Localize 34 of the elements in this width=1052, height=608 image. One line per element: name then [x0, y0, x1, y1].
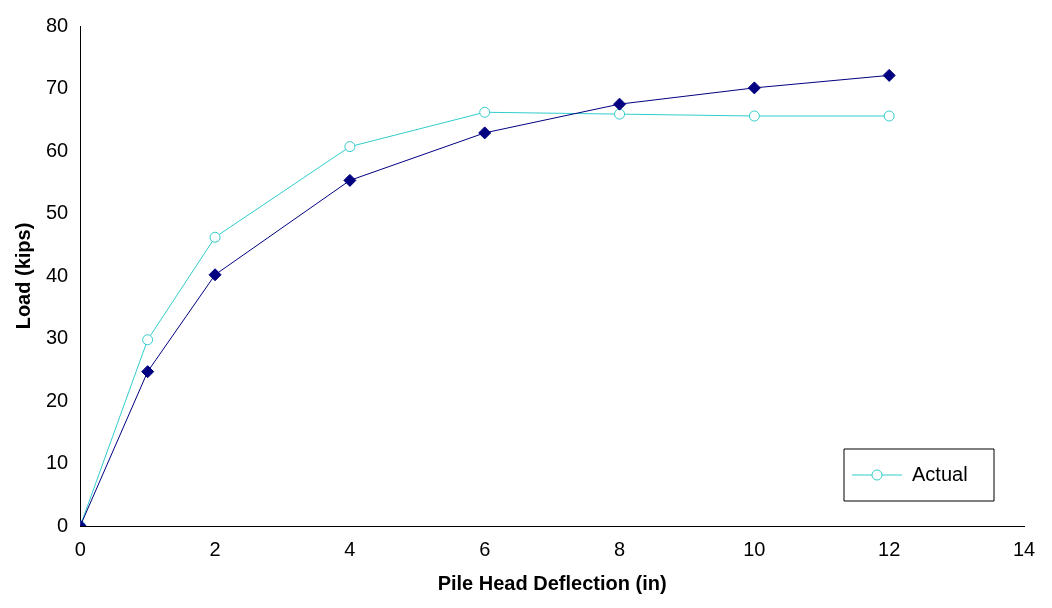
point — [614, 108, 626, 120]
point — [748, 110, 760, 122]
x-tick-label: 0 — [74, 537, 86, 560]
point — [344, 141, 356, 153]
x-tick-label: 4 — [344, 537, 356, 560]
point — [478, 126, 492, 140]
point — [883, 110, 895, 122]
y-tick-label: 40 — [46, 263, 69, 286]
x-tick-label: 8 — [613, 537, 626, 560]
y-tick-label: 20 — [46, 388, 69, 411]
y-tick-label: 70 — [46, 76, 69, 99]
point — [208, 268, 222, 282]
y-tick-label: 50 — [46, 201, 69, 224]
y-tick-label: 10 — [46, 451, 69, 474]
point — [209, 231, 221, 243]
point — [747, 81, 761, 95]
y-tick-label: 30 — [46, 326, 69, 349]
point — [343, 173, 357, 187]
y-tick-label: 80 — [46, 13, 69, 36]
x-tick-label: 10 — [743, 537, 766, 560]
point — [882, 68, 896, 82]
y-axis-title: Load (kips) — [11, 222, 34, 330]
point — [141, 365, 155, 379]
x-axis-title: Pile Head Deflection (in) — [437, 571, 667, 594]
point — [142, 334, 154, 346]
legend-label: Actual — [912, 462, 968, 485]
point — [613, 97, 627, 111]
point — [479, 106, 491, 118]
x-tick-label: 14 — [1012, 537, 1036, 560]
x-tick-label: 6 — [479, 537, 491, 560]
x-tick-label: 2 — [209, 537, 221, 560]
y-tick-label: 0 — [57, 513, 69, 536]
y-tick-label: 60 — [46, 138, 69, 161]
x-tick-label: 12 — [878, 537, 901, 560]
